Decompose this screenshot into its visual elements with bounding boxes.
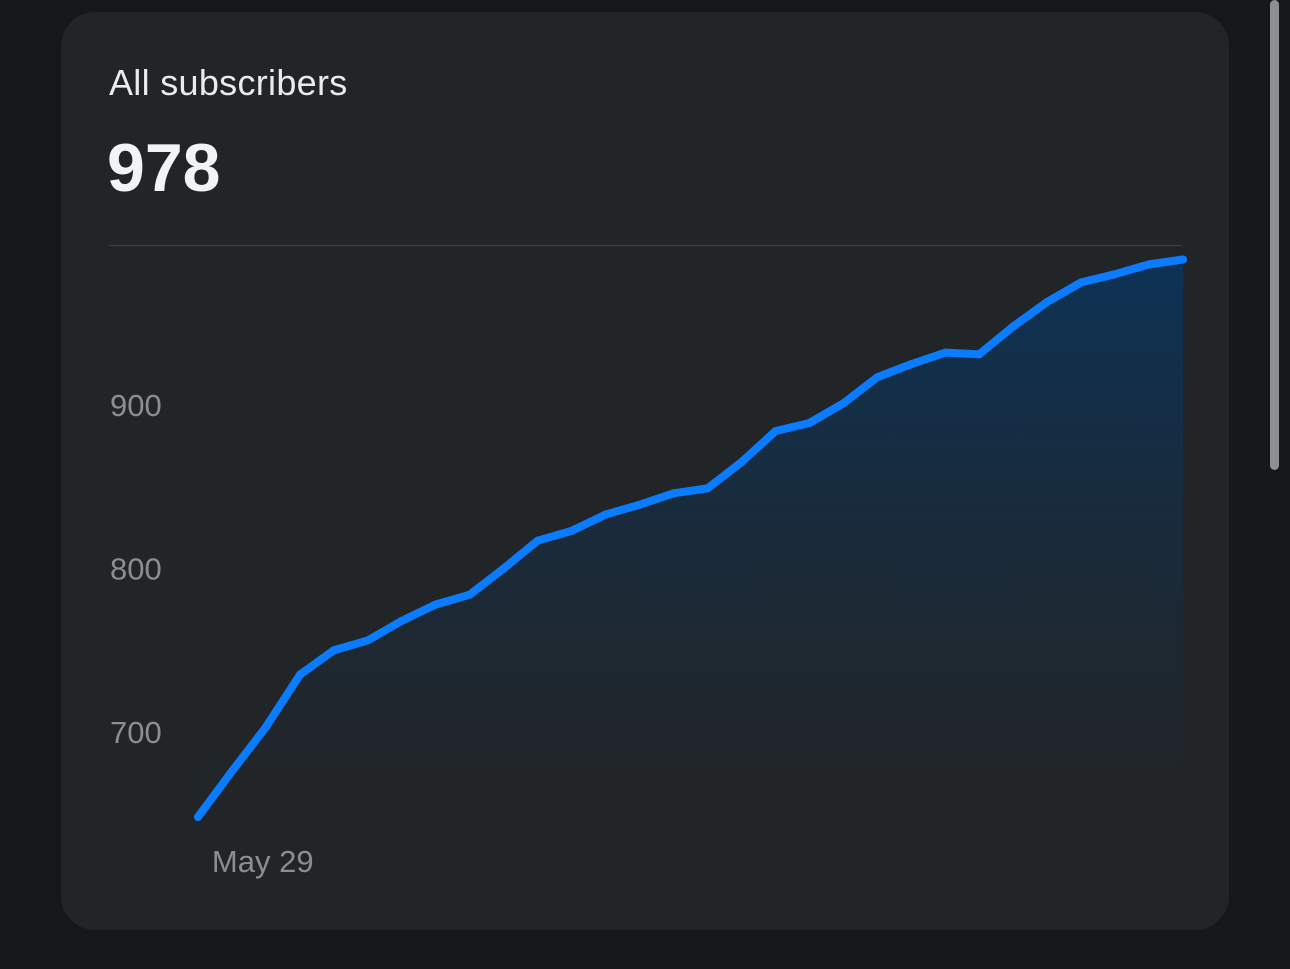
data-point-14 bbox=[669, 489, 678, 498]
data-point-19 bbox=[839, 399, 848, 408]
y-tick-label-700: 700 bbox=[110, 715, 162, 750]
data-point-13 bbox=[635, 500, 644, 509]
x-tick-label: May 29 bbox=[212, 844, 314, 879]
data-point-26 bbox=[1077, 278, 1086, 287]
area-fill bbox=[198, 259, 1183, 818]
data-point-9 bbox=[499, 564, 508, 573]
data-point-12 bbox=[601, 510, 610, 519]
data-point-7 bbox=[431, 600, 440, 609]
data-point-18 bbox=[805, 418, 814, 427]
divider bbox=[109, 245, 1182, 246]
data-point-3 bbox=[295, 670, 304, 679]
data-point-16 bbox=[737, 458, 746, 467]
data-point-21 bbox=[907, 360, 916, 369]
data-point-6 bbox=[397, 616, 406, 625]
data-point-24 bbox=[1009, 322, 1018, 331]
data-point-0 bbox=[194, 813, 202, 822]
card-title: All subscribers bbox=[109, 62, 348, 103]
data-point-25 bbox=[1043, 297, 1052, 306]
data-point-4 bbox=[329, 646, 338, 655]
data-point-11 bbox=[567, 526, 576, 535]
series-line bbox=[194, 255, 1187, 822]
scrollbar[interactable] bbox=[1270, 0, 1279, 470]
y-tick-label-900: 900 bbox=[110, 388, 162, 423]
data-point-20 bbox=[873, 373, 882, 382]
data-point-17 bbox=[771, 427, 780, 436]
data-point-28 bbox=[1145, 260, 1154, 269]
y-tick-label-800: 800 bbox=[110, 552, 162, 587]
data-point-22 bbox=[941, 348, 950, 357]
data-point-1 bbox=[227, 767, 236, 776]
data-point-10 bbox=[533, 536, 542, 545]
data-point-2 bbox=[261, 723, 270, 732]
data-point-29 bbox=[1179, 255, 1187, 264]
data-point-27 bbox=[1111, 270, 1120, 279]
data-point-8 bbox=[465, 590, 474, 599]
data-point-23 bbox=[975, 350, 984, 359]
data-point-5 bbox=[363, 636, 372, 645]
data-point-15 bbox=[703, 484, 712, 493]
subscriber-count: 978 bbox=[107, 130, 221, 206]
